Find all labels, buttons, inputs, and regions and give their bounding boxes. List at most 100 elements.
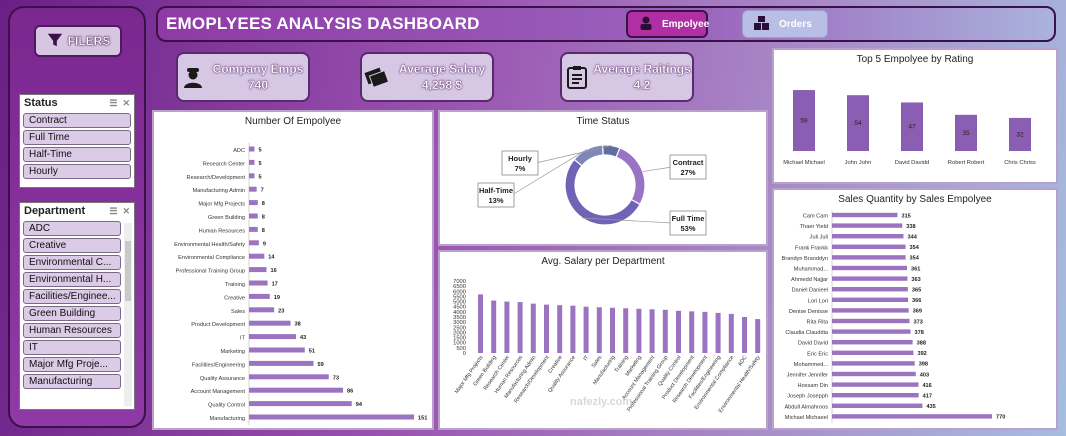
bar	[702, 311, 708, 353]
slice-value: 13%	[488, 196, 503, 205]
data-label: 8	[262, 201, 265, 207]
status-slicer-item[interactable]: Full Time	[23, 130, 131, 145]
data-label: 365	[912, 288, 921, 294]
chart-title: Sales Quantity by Sales Empolyee	[838, 194, 992, 205]
clear-filter-icon[interactable]: ✕	[122, 97, 130, 108]
kpi-value: 4,258 $	[421, 78, 463, 92]
department-slicer: Department ☰ ✕ ADC Creative Environmental …	[19, 202, 135, 410]
tick-label: Ahmedd Najjar	[791, 277, 828, 283]
data-label: 363	[911, 277, 920, 283]
tick-label: Mohammed...	[794, 362, 829, 368]
data-label: 354	[910, 245, 920, 251]
bar	[901, 102, 923, 151]
tick-label: Brandyn Branddyn	[782, 256, 828, 262]
department-slicer-item[interactable]: Creative	[23, 238, 121, 253]
slice-label: Half-Time	[479, 186, 513, 195]
bar	[249, 253, 265, 259]
bar	[491, 300, 497, 353]
status-slicer-item[interactable]: Hourly	[23, 164, 131, 179]
status-slicer-item[interactable]: Half-Time	[23, 147, 131, 162]
tick-label: Claudia Clauddia	[785, 330, 828, 336]
filter-sidebar: FILERS Status ☰ ✕ Contract Full Time Half-…	[8, 6, 146, 428]
bar	[249, 334, 296, 340]
multi-select-icon[interactable]: ☰	[109, 205, 118, 216]
bar	[832, 350, 914, 355]
data-label: 8	[262, 228, 265, 234]
status-slicer-item[interactable]: Contract	[23, 113, 131, 128]
bar	[793, 90, 815, 151]
tick-label: Chris Chriss	[1004, 160, 1036, 166]
employee-icon	[638, 15, 654, 34]
nav-employee-button[interactable]: Empolyee	[626, 10, 709, 38]
y-tick-label: 2000	[453, 330, 466, 336]
bar	[832, 287, 908, 292]
data-label: 338	[906, 224, 915, 230]
data-label: 5	[258, 174, 261, 180]
department-scrollbar[interactable]	[124, 223, 132, 406]
department-slicer-item[interactable]: Manufacturing	[23, 374, 121, 389]
nav-orders-button[interactable]: Orders	[742, 10, 828, 38]
tick-label: Rita Rita	[807, 320, 829, 326]
tick-label: Denise Denisse	[789, 309, 828, 315]
bar	[676, 310, 681, 353]
data-label: 7	[261, 188, 264, 194]
bar	[847, 95, 869, 151]
bar	[832, 371, 916, 377]
data-label: 416	[922, 383, 931, 389]
slice-label: Contract	[673, 158, 704, 167]
tick-label: Facilities/Engineering	[192, 362, 245, 368]
avg-salary-card: Avg. Salary per Department 0 500 1000 1500 2…	[438, 250, 768, 430]
data-label: 344	[907, 235, 917, 241]
kpi-company-emps: Company Emps 740	[176, 52, 310, 102]
sales-quantity-chart: Cam Cam 315 Thaer Yield 338 Juli Juli 344 Fran…	[782, 210, 1005, 423]
data-label: 388	[917, 341, 926, 347]
filters-button[interactable]: FILERS	[34, 25, 122, 57]
tick-label: Robert Robert	[948, 160, 985, 166]
filters-label: FILERS	[67, 34, 111, 48]
data-label: 373	[914, 319, 923, 325]
department-slicer-item[interactable]: Environmental C...	[23, 255, 121, 270]
tick-label: Muhammad...	[794, 267, 829, 273]
clear-filter-icon[interactable]: ✕	[122, 205, 130, 216]
y-tick-label: 4500	[453, 305, 466, 311]
department-slicer-item[interactable]: Environmental H...	[23, 272, 121, 287]
data-label: 398	[919, 362, 928, 368]
kpi-average-ratings: Average Raitings 4.2	[560, 52, 694, 102]
bar	[955, 114, 977, 151]
tick-label: Research/Development	[187, 175, 246, 181]
department-slicer-item[interactable]: Human Resources	[23, 323, 121, 338]
bar	[832, 393, 919, 398]
tick-label: Joseph Josepph	[787, 394, 828, 400]
tick-label: Research Center	[203, 161, 245, 167]
department-slicer-item[interactable]: ADC	[23, 221, 121, 236]
bar	[249, 307, 275, 313]
department-slicer-item[interactable]: IT	[23, 340, 121, 355]
department-slicer-item[interactable]: Green Building	[23, 306, 121, 321]
bar	[478, 294, 483, 353]
dashboard-header: EMOPLYEES ANALYSIS DASHBOARD Empolyee Or…	[156, 6, 1056, 42]
y-tick-label: 6500	[453, 284, 466, 290]
status-slicer-title: Status	[24, 97, 58, 109]
data-label: 435	[926, 404, 935, 410]
bar	[249, 387, 343, 393]
page-title: EMOPLYEES ANALYSIS DASHBOARD	[166, 14, 480, 33]
bar	[249, 159, 255, 165]
bar	[755, 319, 761, 353]
y-tick-label: 7000	[453, 279, 466, 285]
bar	[728, 313, 734, 353]
bar	[517, 302, 523, 353]
bar	[249, 360, 314, 366]
data-label: 94	[356, 402, 363, 408]
department-slicer-item[interactable]: Major Mfg Proje...	[23, 357, 121, 372]
data-label: 19	[274, 295, 280, 301]
bar	[832, 361, 915, 366]
data-label: 392	[917, 351, 926, 357]
multi-select-icon[interactable]: ☰	[109, 97, 118, 108]
bar	[249, 401, 352, 407]
number-of-employee-chart: ADC 5 Research Center 5 Research/Development…	[174, 143, 427, 427]
data-label: 369	[913, 309, 922, 315]
tick-label: John John	[845, 160, 872, 166]
department-slicer-item[interactable]: Facilities/Enginee...	[23, 289, 121, 304]
y-tick-label: 3000	[453, 320, 466, 326]
top5-rating-card: Top 5 Empolyee by Rating 59 Michael Micha…	[772, 48, 1058, 184]
